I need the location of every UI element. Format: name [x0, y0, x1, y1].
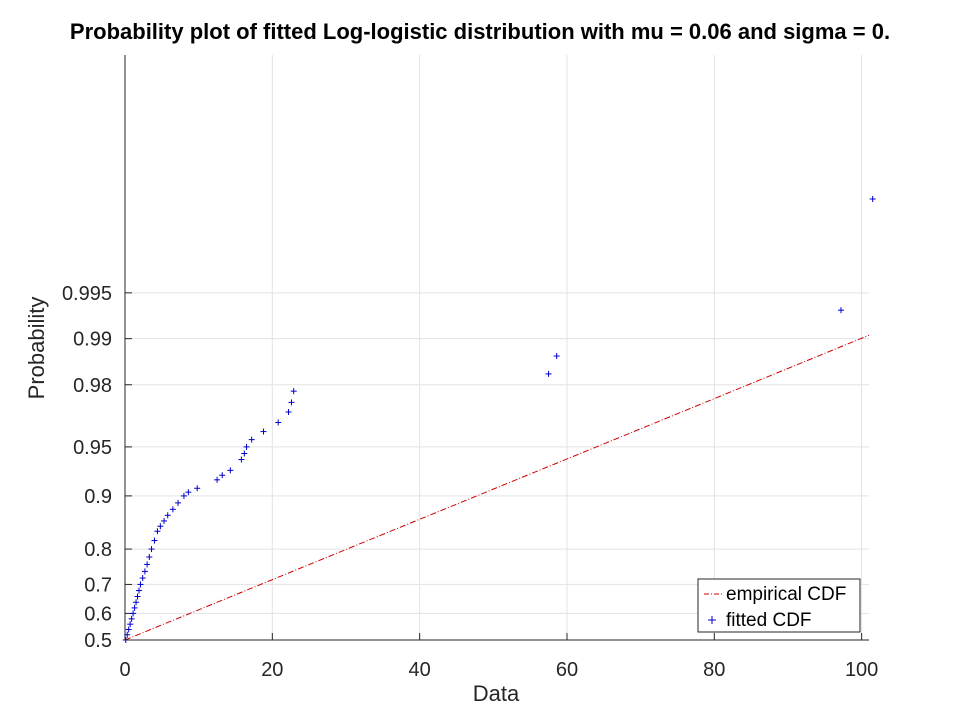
fitted-cdf-point — [260, 428, 267, 435]
fitted-cdf-point — [133, 599, 140, 606]
fitted-cdf-point — [157, 523, 164, 530]
fitted-cdf-point — [151, 537, 158, 544]
y-tick-label: 0.8 — [84, 539, 112, 561]
x-tick-label: 0 — [119, 659, 130, 681]
fitted-cdf-point — [243, 443, 250, 450]
fitted-cdf-point — [137, 581, 144, 588]
fitted-cdf-point — [130, 610, 137, 617]
x-tick-label: 80 — [703, 659, 725, 681]
fitted-cdf-point — [135, 587, 142, 594]
legend: empirical CDF fitted CDF — [697, 578, 861, 633]
y-axis-label: Probability — [24, 297, 49, 400]
fitted-cdf-point — [248, 436, 255, 443]
fitted-cdf-series — [122, 196, 876, 643]
y-tick-label: 0.5 — [84, 630, 112, 652]
x-tick-label: 20 — [261, 659, 283, 681]
fitted-cdf-point — [175, 499, 182, 506]
y-tick-label: 0.99 — [73, 329, 112, 351]
fitted-cdf-point — [131, 604, 138, 611]
x-axis-label: Data — [473, 681, 520, 706]
fitted-cdf-point — [128, 615, 135, 622]
legend-label-fitted: fitted CDF — [726, 610, 812, 631]
y-tick-labels: 0.995 0.99 0.98 0.95 0.9 0.8 0.7 0.6 0.5 — [62, 283, 112, 652]
x-tick-label: 100 — [845, 659, 878, 681]
fitted-cdf-point — [127, 621, 134, 628]
fitted-cdf-point — [214, 476, 221, 483]
fitted-cdf-point — [288, 399, 295, 406]
fitted-cdf-point — [227, 467, 234, 474]
fitted-cdf-point — [553, 353, 560, 360]
fitted-cdf-point — [838, 307, 845, 314]
y-tick-label: 0.6 — [84, 603, 112, 625]
fitted-cdf-point — [241, 450, 248, 457]
fitted-cdf-point — [148, 546, 155, 553]
y-tick-label: 0.98 — [73, 375, 112, 397]
fitted-cdf-point — [180, 492, 187, 499]
fitted-cdf-point — [275, 419, 282, 426]
fitted-cdf-point — [185, 489, 192, 496]
fitted-cdf-point — [125, 626, 132, 633]
fitted-cdf-point — [869, 196, 876, 203]
y-tick-label: 0.95 — [73, 437, 112, 459]
empirical-cdf-series — [124, 334, 870, 641]
fitted-cdf-point — [146, 553, 153, 560]
legend-marker-fitted — [708, 616, 716, 624]
legend-box — [697, 578, 861, 633]
empirical-cdf-line — [124, 334, 870, 641]
fitted-cdf-point — [144, 561, 151, 568]
fitted-cdf-point — [285, 409, 292, 416]
fitted-cdf-point — [164, 512, 171, 519]
fitted-cdf-point — [219, 472, 226, 479]
y-tick-label: 0.7 — [84, 574, 112, 596]
chart-title: Probability plot of fitted Log-logistic … — [70, 19, 890, 44]
fitted-cdf-point — [545, 370, 552, 377]
x-tick-label: 40 — [409, 659, 431, 681]
fitted-cdf-point — [154, 528, 161, 535]
x-tick-label: 60 — [556, 659, 578, 681]
fitted-cdf-point — [238, 456, 245, 463]
x-grid — [124, 55, 863, 640]
x-tick-labels: 0 20 40 60 80 100 — [119, 659, 878, 681]
fitted-cdf-point — [161, 517, 168, 524]
fitted-cdf-point — [290, 388, 297, 395]
plot-area — [125, 55, 869, 640]
y-tick-label: 0.9 — [84, 486, 112, 508]
fitted-cdf-point — [141, 568, 148, 575]
fitted-cdf-point — [134, 593, 141, 600]
fitted-cdf-point — [169, 506, 176, 513]
fitted-cdf-point — [194, 485, 201, 492]
y-tick-label: 0.995 — [62, 283, 112, 305]
fitted-cdf-point — [139, 575, 146, 582]
legend-label-empirical: empirical CDF — [726, 584, 846, 605]
